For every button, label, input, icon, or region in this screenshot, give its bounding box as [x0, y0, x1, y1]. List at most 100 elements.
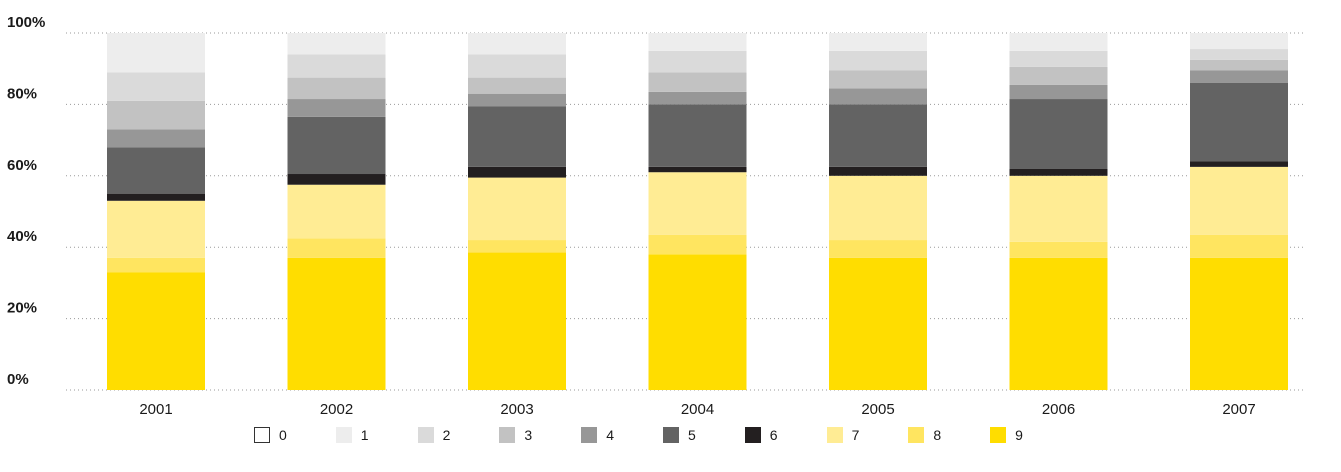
legend-item-0: 0 [254, 427, 287, 443]
y-tick-label: 80% [7, 85, 37, 102]
legend-swatch [254, 427, 270, 443]
bar-segment-4-2007 [1190, 70, 1288, 83]
bar-segment-6-2002 [287, 174, 386, 185]
bar-stack-2004 [648, 33, 747, 390]
bar-segment-7-2006 [1009, 175, 1108, 242]
bar-segment-7-2002 [287, 184, 386, 239]
bar-segment-8-2005 [829, 240, 927, 258]
bar-segment-1-2003 [468, 33, 566, 55]
legend-item-8: 8 [908, 427, 941, 443]
bar-segment-7-2005 [829, 175, 927, 241]
bar-segment-5-2002 [287, 116, 386, 175]
legend-swatch [581, 427, 598, 443]
legend-label: 9 [1015, 427, 1023, 443]
bar-segment-4-2005 [829, 88, 927, 105]
bar-segment-5-2005 [829, 104, 927, 167]
bar-segment-1-2007 [1190, 33, 1288, 50]
bar-segment-5-2006 [1009, 99, 1108, 169]
legend-swatch [335, 427, 352, 443]
bar-segment-1-2001 [107, 33, 205, 73]
bar-segment-7-2001 [107, 200, 205, 258]
bar-segment-2-2004 [648, 50, 747, 73]
bar-segment-5-2003 [468, 106, 566, 167]
x-tick-label: 2006 [1042, 401, 1075, 418]
bar-stack-2005 [829, 33, 927, 390]
bar-segment-3-2003 [468, 77, 566, 94]
bar-segment-4-2003 [468, 93, 566, 107]
bar-segment-8-2001 [107, 257, 205, 273]
bar-segment-3-2004 [648, 72, 747, 92]
legend-item-7: 7 [826, 427, 859, 443]
bar-segment-8-2004 [648, 234, 747, 255]
bar-segment-7-2003 [468, 177, 566, 241]
bar-segment-1-2005 [829, 33, 927, 51]
legend-item-3: 3 [499, 427, 532, 443]
bar-segment-6-2007 [1190, 161, 1288, 167]
legend-swatch [499, 427, 516, 443]
x-axis: 2001 2002 2003 2004 2005 2006 2007 [139, 401, 1255, 418]
bar-segment-5-2007 [1190, 82, 1288, 162]
legend-swatch [990, 427, 1007, 443]
bars [107, 33, 1288, 390]
y-tick-label: 0% [7, 371, 29, 388]
x-tick-label: 2003 [500, 401, 533, 418]
legend-label: 3 [524, 427, 533, 443]
x-tick-label: 2001 [139, 401, 172, 418]
bar-segment-8-2007 [1190, 234, 1288, 258]
bar-segment-1-2002 [287, 33, 386, 55]
bar-stack-2001 [107, 33, 205, 390]
bar-stack-2003 [468, 33, 566, 390]
x-tick-label: 2005 [861, 401, 894, 418]
bar-segment-4-2001 [107, 129, 205, 148]
legend-swatch [826, 427, 843, 443]
bar-segment-5-2001 [107, 147, 205, 194]
bar-stack-2002 [287, 33, 386, 390]
legend-label: 1 [360, 427, 369, 443]
legend-item-6: 6 [744, 427, 778, 443]
legend-item-9: 9 [990, 427, 1023, 443]
bar-segment-7-2007 [1190, 166, 1288, 235]
bar-segment-2-2007 [1190, 49, 1288, 60]
x-tick-label: 2002 [320, 401, 353, 418]
x-tick-label: 2004 [681, 401, 714, 418]
legend-label: 4 [606, 427, 614, 443]
legend-item-2: 2 [417, 427, 451, 443]
bar-segment-1-2004 [648, 33, 747, 51]
legend: 0 1 2 3 4 5 6 7 8 9 [254, 425, 1072, 445]
bar-segment-3-2001 [107, 100, 205, 130]
x-tick-label: 2007 [1222, 401, 1255, 418]
legend-label: 5 [687, 427, 696, 443]
bar-stack-2007 [1190, 33, 1288, 390]
bar-segment-2-2003 [468, 54, 566, 78]
bar-segment-2-2005 [829, 50, 927, 71]
bar-segment-6-2003 [468, 166, 566, 178]
bar-segment-9-2002 [287, 257, 386, 390]
legend-item-1: 1 [335, 427, 369, 443]
bar-segment-6-2005 [829, 166, 927, 176]
legend-label: 2 [442, 427, 451, 443]
legend-swatch [908, 427, 925, 443]
legend-swatch [744, 427, 761, 443]
bar-segment-9-2001 [107, 272, 205, 390]
bar-segment-3-2005 [829, 70, 927, 89]
bar-segment-6-2001 [107, 193, 205, 201]
legend-item-4: 4 [581, 427, 614, 443]
bar-segment-6-2006 [1009, 168, 1108, 176]
bar-segment-6-2004 [648, 166, 747, 173]
bar-segment-8-2002 [287, 238, 386, 258]
legend-label: 8 [933, 427, 942, 443]
bar-segment-4-2004 [648, 91, 747, 105]
legend-label: 6 [769, 427, 778, 443]
bar-segment-9-2007 [1190, 257, 1288, 390]
legend-swatch [662, 427, 679, 443]
bar-segment-1-2006 [1009, 33, 1108, 51]
bar-segment-2-2002 [287, 54, 386, 78]
bar-segment-3-2007 [1190, 59, 1288, 71]
bar-segment-4-2006 [1009, 84, 1108, 100]
legend-label: 0 [279, 427, 287, 443]
bar-segment-3-2002 [287, 77, 386, 100]
bar-segment-9-2005 [829, 257, 927, 390]
bar-segment-3-2006 [1009, 66, 1108, 85]
bar-stack-2006 [1009, 33, 1108, 390]
y-tick-label: 20% [7, 300, 37, 317]
